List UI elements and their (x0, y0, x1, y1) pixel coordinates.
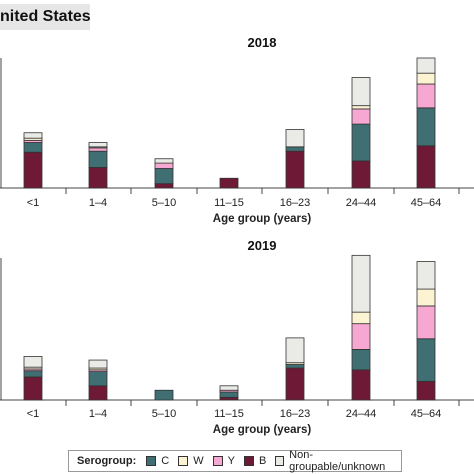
bar-segment-c (351, 349, 371, 371)
bar-segment-non-groupable-unknown (416, 261, 436, 290)
chart-title: 2018 (248, 35, 277, 50)
x-axis-label: Age group (years) (213, 424, 312, 436)
bar-segment-b (23, 151, 43, 189)
legend-swatch (275, 456, 285, 466)
legend-item: Y (212, 455, 235, 467)
legend-label: C (161, 455, 170, 467)
x-axis-label: Age group (years) (213, 213, 312, 225)
bar-segment-c (154, 389, 174, 401)
bar-segment-c (416, 338, 436, 382)
bar-segment-y (351, 108, 371, 125)
bar-segment-c (88, 371, 108, 387)
bar-segment-y (416, 305, 436, 340)
x-tick-label: 1–4 (89, 197, 107, 209)
x-tick-label: 5–10 (152, 197, 176, 209)
x-tick-label: <1 (27, 197, 40, 209)
bar-segment-w (416, 288, 436, 307)
bar-segment-b (219, 177, 239, 189)
bar-segment-y (154, 162, 174, 169)
x-tick-label: 1–4 (89, 408, 107, 420)
panel-title-background (0, 4, 90, 30)
legend-item: W (178, 455, 204, 467)
bar-segment-c (416, 107, 436, 147)
x-tick-label: 11–15 (214, 408, 244, 420)
bar-segment-c (219, 391, 239, 398)
bar-segment-y (88, 147, 108, 152)
bar-segment-y (351, 323, 371, 350)
bar-segment-b (88, 167, 108, 189)
bar-segment-b (23, 376, 43, 401)
x-tick-label: 5–10 (152, 408, 176, 420)
x-tick-label: 24–44 (346, 408, 377, 420)
legend-title: Serogroup: (77, 455, 137, 467)
x-tick-label: 45–64 (411, 408, 442, 420)
bar-segment-c (351, 123, 371, 162)
x-tick-label: 16–23 (280, 408, 311, 420)
legend-label: Non-groupable/unknown (289, 449, 386, 473)
bar-segment-c (285, 146, 305, 152)
legend-item: C (146, 455, 169, 467)
bar-segment-b (154, 183, 174, 189)
legend-swatch (243, 456, 254, 466)
bar-segment-c (88, 150, 108, 168)
bar-segment-b (285, 150, 305, 189)
bar-segment-b (351, 160, 371, 189)
x-tick-label: 16–23 (280, 197, 311, 209)
panel-title: nited States (0, 8, 91, 25)
bar-segment-b (88, 385, 108, 401)
legend-swatch (212, 456, 223, 466)
x-tick-label: 24–44 (346, 197, 377, 209)
legend-swatch (146, 456, 157, 466)
bar-segment-non-groupable-unknown (351, 77, 371, 107)
legend: Serogroup: C W Y B Non-groupable/unknown (68, 449, 402, 473)
legend-label: W (193, 455, 204, 467)
bar-segment-b (285, 367, 305, 401)
bar-segment-non-groupable-unknown (23, 132, 43, 139)
bar-segment-non-groupable-unknown (416, 57, 436, 74)
bar-segment-non-groupable-unknown (285, 129, 305, 148)
bar-segment-c (285, 364, 305, 369)
bar-segment-c (23, 370, 43, 378)
bar-segment-non-groupable-unknown (154, 158, 174, 164)
legend-label: B (258, 455, 267, 467)
bar-segment-non-groupable-unknown (219, 385, 239, 391)
bar-segment-non-groupable-unknown (285, 337, 305, 364)
chart-title: 2019 (248, 238, 277, 253)
bar-segment-b (416, 145, 436, 189)
legend-swatch (178, 456, 189, 466)
bar-segment-c (154, 168, 174, 185)
bar-segment-non-groupable-unknown (351, 254, 371, 313)
legend-item: Non-groupable/unknown (275, 449, 392, 473)
legend-item: B (243, 455, 267, 467)
bar-segment-y (416, 83, 436, 109)
bar-segment-non-groupable-unknown (88, 142, 108, 148)
x-tick-label: <1 (27, 408, 40, 420)
bar-segment-non-groupable-unknown (23, 356, 43, 368)
bar-segment-non-groupable-unknown (88, 359, 108, 369)
bar-segment-w (416, 72, 436, 85)
bar-segment-b (416, 380, 436, 401)
bar-segment-c (23, 142, 43, 153)
x-tick-label: 45–64 (411, 197, 442, 209)
bar-segment-w (351, 105, 371, 110)
x-tick-label: 11–15 (214, 197, 244, 209)
bar-segment-b (351, 369, 371, 401)
bar-segment-w (351, 311, 371, 325)
legend-label: Y (227, 455, 235, 467)
